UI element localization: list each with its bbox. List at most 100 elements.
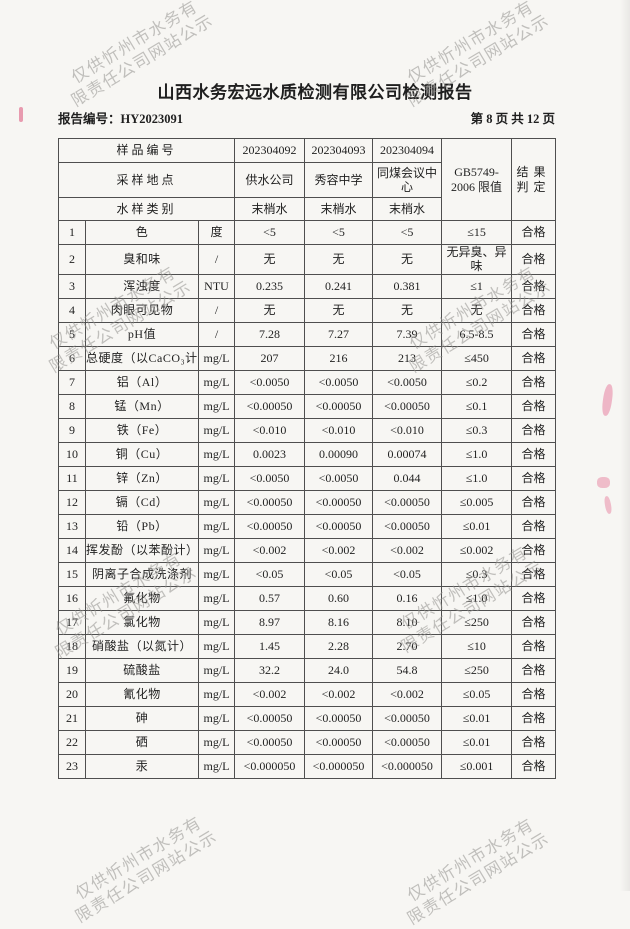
- row-index: 1: [58, 220, 86, 245]
- category-row: 水样类别 末梢水 末梢水 末梢水: [57, 197, 556, 221]
- result-value: 合格: [511, 220, 557, 245]
- result-value: 合格: [511, 513, 557, 539]
- result-value: 合格: [511, 369, 557, 395]
- sample3-value: 0.044: [372, 465, 443, 491]
- parameter-name: 色: [85, 220, 199, 245]
- parameter-name: 锰（Mn）: [85, 393, 199, 419]
- sample2-value: <0.000050: [304, 753, 374, 779]
- table-row: 9 铁（Fe） mg/L <0.010 <0.010 <0.010 ≤0.3 合格: [58, 417, 557, 443]
- sample-id-row: 样品编号 202304092 202304093 202304094 GB574…: [57, 138, 557, 221]
- row-index: 18: [58, 633, 86, 659]
- unit: NTU: [197, 273, 236, 299]
- sample2-value: <0.00050: [304, 489, 374, 515]
- table-row: 5 pH值/7.28 7.27 7.39 6.5-8.5 合格: [58, 321, 557, 347]
- row-index: 11: [58, 465, 86, 491]
- result-value: 合格: [511, 585, 557, 611]
- sample1-value: <0.00050: [234, 489, 306, 515]
- sample2-value: <0.00050: [304, 393, 374, 419]
- unit: mg/L: [197, 609, 236, 635]
- sample2-value: <0.00050: [304, 513, 374, 539]
- limit-value: ≤0.01: [441, 513, 513, 539]
- parameter-name: 砷: [85, 705, 199, 731]
- result-value: 合格: [511, 681, 557, 707]
- sample2-value: 无: [304, 244, 374, 275]
- sample1-value: 0.57: [234, 585, 306, 611]
- sample2-value: 0.241: [304, 273, 374, 299]
- sample2-value: <5: [304, 220, 374, 245]
- sample1-value: 0.235: [234, 273, 306, 299]
- sample2-value: 2.28: [304, 633, 374, 659]
- parameter-name: 氰化物: [85, 681, 199, 707]
- parameter-name: 氟化物: [85, 585, 199, 611]
- category-3: 末梢水: [372, 197, 443, 221]
- sample1-value: 7.28: [234, 321, 306, 347]
- sample3-value: 54.8: [372, 657, 443, 683]
- result-value: 合格: [511, 441, 557, 467]
- unit: mg/L: [197, 705, 236, 731]
- limit-value: ≤1.0: [441, 441, 513, 467]
- row-index: 5: [58, 321, 86, 347]
- limit-column-header: GB5749- 2006 限值: [441, 138, 513, 221]
- parameter-name: 硒: [85, 729, 199, 755]
- limit-value: ≤0.3: [441, 417, 513, 443]
- sample3-value: 7.39: [372, 321, 443, 347]
- limit-value: 无异臭、异味: [441, 244, 513, 275]
- sample3-value: 无: [372, 244, 443, 275]
- unit: /: [197, 297, 236, 323]
- table-row: 3 浑浊度 NTU 0.235 0.241 0.381 ≤1 合格: [58, 273, 557, 299]
- row-index: 20: [58, 681, 86, 707]
- table-row: 21 砷 mg/L <0.00050 <0.00050 <0.00050 ≤0.01 合格: [58, 705, 557, 731]
- parameter-name: 铜（Cu）: [85, 441, 199, 467]
- sample1-value: 无: [234, 297, 306, 323]
- limit-value: 6.5-8.5: [441, 321, 513, 347]
- sample3-value: 2.70: [372, 633, 443, 659]
- sample3-value: 8.10: [372, 609, 443, 635]
- parameter-name: 硝酸盐（以氮计）: [85, 633, 199, 659]
- unit: mg/L: [197, 633, 236, 659]
- sample1-value: <0.00050: [234, 393, 306, 419]
- limit-value: ≤0.05: [441, 681, 513, 707]
- result-value: 合格: [511, 609, 557, 635]
- sample2-value: <0.010: [304, 417, 374, 443]
- table-row: 23 汞 mg/L <0.000050 <0.000050 <0.000050 ≤0.001…: [58, 753, 557, 779]
- result-value: 合格: [511, 753, 557, 779]
- table-row: 15 阴离子合成洗涤剂 mg/L <0.05 <0.05 <0.05 ≤0.3 合格: [58, 561, 557, 587]
- report-number: 报告编号：HY2023091: [58, 112, 184, 126]
- parameter-name: 铅（Pb）: [85, 513, 199, 539]
- limit-value: ≤250: [441, 609, 513, 635]
- sample2-value: <0.0050: [304, 465, 374, 491]
- sample3-value: <0.0050: [372, 369, 443, 395]
- limit-value: ≤450: [441, 345, 513, 371]
- red-ink-mark: [19, 107, 23, 122]
- row-index: 19: [58, 657, 86, 683]
- row-index: 16: [58, 585, 86, 611]
- result-header-line1: 结果: [516, 165, 551, 180]
- result-header-line2: 判定: [516, 179, 551, 194]
- unit: /: [197, 321, 236, 347]
- parameter-name: 氯化物: [85, 609, 199, 635]
- limit-value: ≤0.2: [441, 369, 513, 395]
- sample1-value: <0.000050: [234, 753, 306, 779]
- unit: mg/L: [197, 729, 236, 755]
- sample2-value: <0.00050: [304, 729, 374, 755]
- sample2-value: <0.0050: [304, 369, 374, 395]
- row-index: 21: [58, 705, 86, 731]
- red-ink-mark: [603, 495, 613, 515]
- sample3-value: 无: [372, 297, 443, 323]
- sample3-value: <0.00050: [372, 705, 443, 731]
- sample3-value: <0.002: [372, 537, 443, 563]
- table-row: 8 锰（Mn） mg/L <0.00050 <0.00050 <0.00050 ≤0.1 合格: [58, 393, 557, 419]
- parameter-name: 镉（Cd）: [85, 489, 199, 515]
- table-row: 22 硒 mg/L <0.00050 <0.00050 <0.00050 ≤0.01 合格: [58, 729, 557, 755]
- sample2-value: 7.27: [304, 321, 374, 347]
- unit: mg/L: [197, 657, 236, 683]
- parameter-name: pH值: [85, 321, 199, 347]
- location-2: 秀容中学: [304, 162, 374, 198]
- parameter-name: 锌（Zn）: [85, 465, 199, 491]
- table-row: 10 铜（Cu） mg/L 0.0023 0.00090 0.00074 ≤1.0 合格: [58, 441, 557, 467]
- result-value: 合格: [511, 705, 557, 731]
- result-value: 合格: [511, 345, 557, 371]
- sample3-value: <0.010: [372, 417, 443, 443]
- sample1-value: <0.0050: [234, 369, 306, 395]
- table-row: 1 色度 <5 <5 <5 ≤15 合格: [58, 220, 557, 245]
